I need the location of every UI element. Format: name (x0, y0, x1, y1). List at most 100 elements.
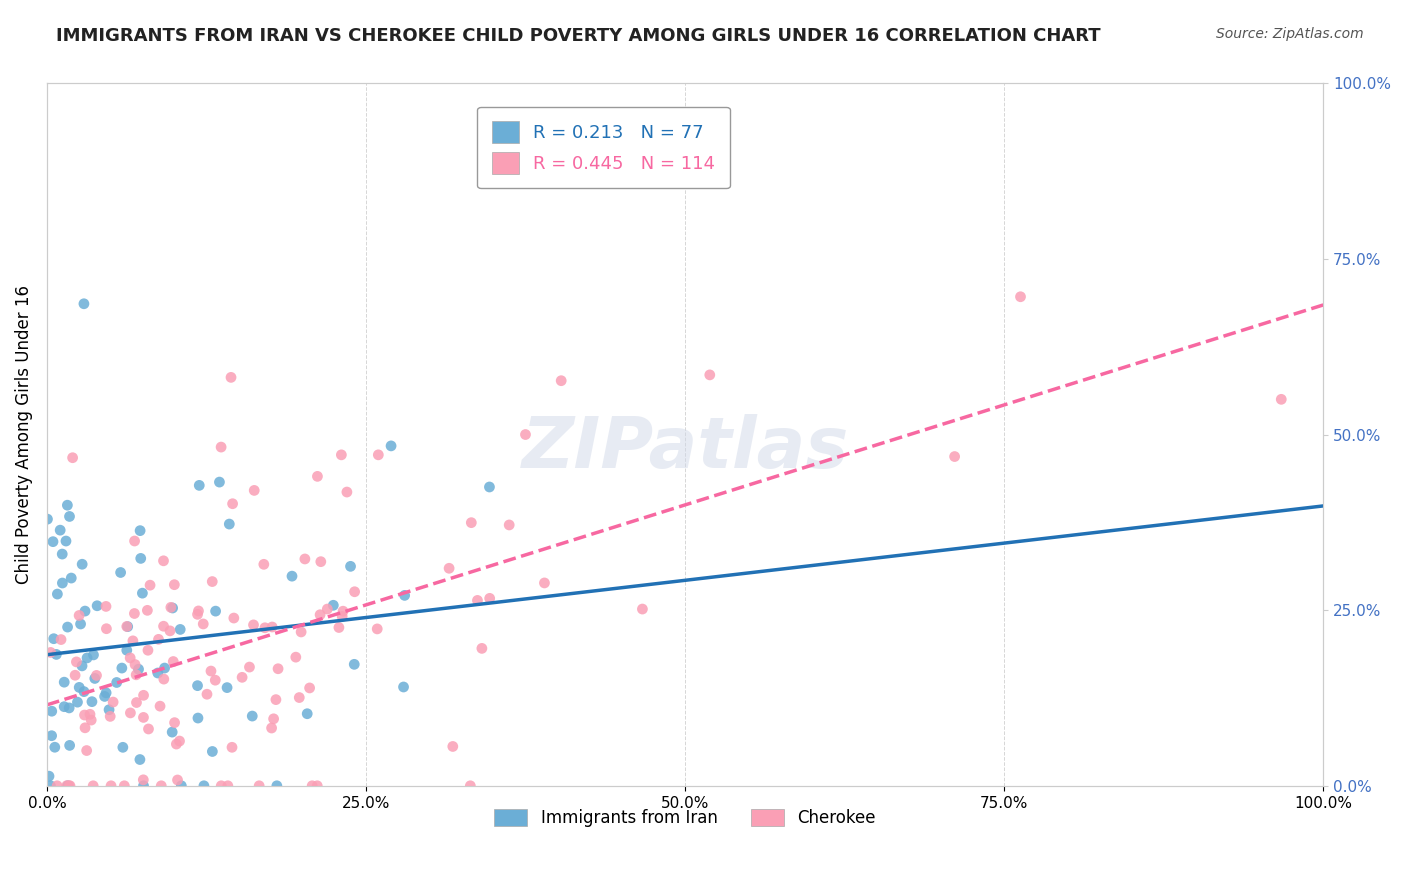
Point (58, 779, 80, 793)
Point (129, 752, 152, 766)
Point (290, 624, 312, 639)
Point (42, 632, 65, 646)
Point (332, 604, 354, 618)
Point (73, 684, 96, 698)
Point (367, 448, 389, 462)
Point (515, 427, 537, 442)
Point (160, 725, 183, 739)
Point (38, 769, 60, 783)
Point (55, 534, 77, 549)
Point (169, 623, 191, 637)
Point (263, 712, 285, 726)
Point (49, 523, 72, 537)
Point (60, 571, 83, 585)
Point (307, 779, 329, 793)
Point (217, 779, 239, 793)
Point (631, 602, 654, 616)
Point (66, 695, 89, 709)
Point (41, 704, 63, 718)
Point (96, 622, 118, 636)
Point (208, 475, 231, 489)
Point (943, 450, 966, 464)
Point (204, 604, 226, 618)
Point (124, 607, 146, 621)
Point (153, 661, 176, 675)
Point (67, 681, 90, 695)
Point (132, 688, 155, 702)
Point (51, 547, 73, 561)
Point (478, 591, 501, 606)
Point (163, 715, 186, 730)
Point (330, 448, 353, 462)
Point (1270, 392, 1292, 407)
Point (138, 722, 160, 736)
Point (39, 645, 62, 659)
Point (298, 681, 321, 695)
Point (132, 779, 155, 793)
Text: ZIPatlas: ZIPatlas (522, 414, 849, 483)
Point (49, 632, 72, 647)
Point (162, 601, 184, 615)
Point (309, 555, 332, 569)
Point (247, 779, 270, 793)
Point (186, 607, 208, 622)
Point (136, 603, 159, 617)
Point (152, 554, 174, 568)
Point (117, 619, 139, 633)
Point (160, 600, 183, 615)
Point (111, 740, 134, 755)
Point (460, 516, 482, 530)
Point (112, 779, 135, 793)
Point (195, 687, 218, 701)
Point (59, 779, 82, 793)
Point (188, 478, 211, 492)
Point (267, 662, 290, 676)
Point (132, 772, 155, 787)
Point (94, 686, 117, 700)
Point (366, 622, 388, 636)
Point (125, 668, 148, 682)
Point (288, 690, 311, 705)
Point (159, 624, 181, 638)
Point (330, 609, 353, 624)
Point (200, 664, 222, 678)
Point (98, 703, 121, 717)
Point (380, 439, 402, 453)
Point (533, 576, 555, 591)
Point (146, 665, 169, 680)
Point (128, 662, 150, 676)
Point (70, 659, 93, 673)
Point (343, 584, 366, 599)
Point (441, 739, 464, 754)
Point (115, 643, 138, 657)
Point (193, 617, 215, 632)
Point (262, 620, 284, 634)
Point (70, 558, 93, 572)
Legend: Immigrants from Iran, Cherokee: Immigrants from Iran, Cherokee (488, 802, 883, 834)
Point (63, 668, 86, 682)
Point (94, 599, 117, 614)
Point (163, 577, 186, 591)
Point (73, 721, 96, 735)
Point (120, 706, 142, 720)
Point (193, 779, 215, 793)
Point (56, 779, 79, 793)
Point (46, 587, 69, 601)
Point (478, 480, 501, 494)
Point (110, 566, 132, 580)
Point (83, 672, 105, 686)
Point (240, 709, 263, 723)
Point (65, 655, 87, 669)
Point (139, 578, 162, 592)
Point (129, 524, 152, 538)
Point (217, 681, 239, 695)
Point (150, 779, 173, 793)
Point (221, 740, 243, 755)
Point (266, 779, 288, 793)
Point (56, 620, 79, 634)
Point (44, 740, 66, 755)
Point (82, 648, 104, 662)
Point (219, 370, 242, 384)
Point (328, 620, 350, 634)
Point (46, 779, 69, 793)
